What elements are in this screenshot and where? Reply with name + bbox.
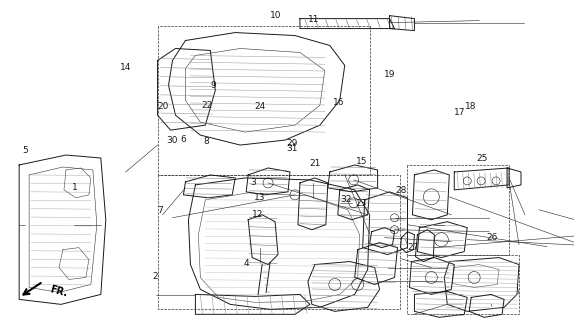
Text: FR.: FR. (49, 284, 69, 299)
Text: 8: 8 (204, 137, 209, 146)
Text: 10: 10 (270, 11, 282, 20)
Text: 28: 28 (395, 186, 407, 195)
Text: 7: 7 (158, 206, 163, 215)
Text: 4: 4 (243, 259, 249, 268)
Text: 24: 24 (254, 102, 266, 111)
Text: 20: 20 (157, 102, 168, 111)
Text: 26: 26 (487, 233, 498, 242)
Text: 27: 27 (408, 243, 419, 252)
Text: 18: 18 (465, 102, 477, 111)
Text: 13: 13 (254, 193, 266, 202)
Text: 23: 23 (355, 199, 366, 208)
Text: 12: 12 (252, 210, 263, 219)
Text: 31: 31 (286, 144, 298, 153)
Text: 2: 2 (152, 272, 158, 281)
Text: 22: 22 (202, 101, 213, 110)
Text: 19: 19 (384, 70, 395, 79)
Text: 9: 9 (210, 81, 216, 90)
Text: 5: 5 (22, 146, 28, 155)
Text: 32: 32 (340, 195, 351, 204)
Text: 30: 30 (166, 136, 178, 145)
Text: 3: 3 (250, 178, 256, 187)
Text: 15: 15 (356, 157, 367, 166)
Text: 17: 17 (454, 108, 465, 117)
Text: 29: 29 (286, 139, 298, 148)
Text: 11: 11 (308, 15, 319, 24)
Text: 6: 6 (181, 135, 186, 144)
Text: 14: 14 (120, 63, 132, 72)
Text: 21: 21 (309, 159, 321, 168)
Text: 16: 16 (334, 98, 345, 107)
Text: 1: 1 (72, 183, 78, 192)
Text: 25: 25 (477, 154, 488, 163)
